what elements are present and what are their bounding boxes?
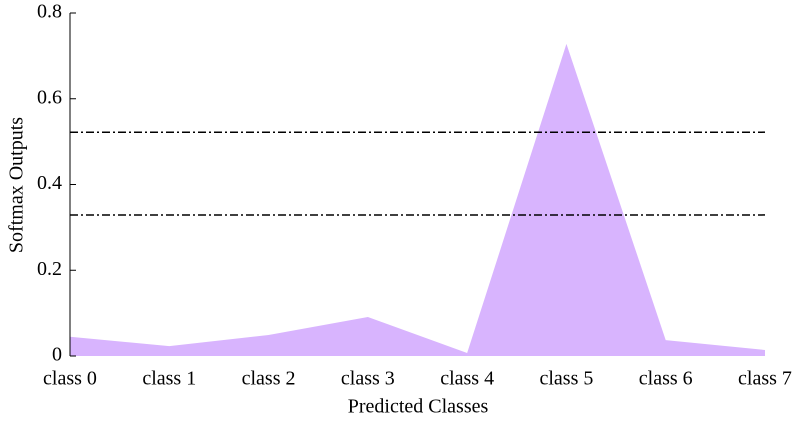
x-tick-label: class 1 <box>142 368 196 390</box>
y-axis-label: Softmax Outputs <box>6 117 28 253</box>
y-tick-label: 0.2 <box>37 258 62 280</box>
y-tick-label: 0 <box>52 344 62 366</box>
y-tick-label: 0.4 <box>37 172 62 194</box>
x-tick-label: class 5 <box>539 368 593 390</box>
y-tick-label: 0.8 <box>37 1 62 23</box>
y-tick-label: 0.6 <box>37 86 62 108</box>
x-tick-label: class 4 <box>440 368 494 390</box>
x-tick-label: class 6 <box>639 368 693 390</box>
x-tick-label: class 7 <box>738 368 792 390</box>
area <box>70 43 765 357</box>
x-tick-label: class 0 <box>43 368 97 390</box>
x-tick-label: class 3 <box>341 368 395 390</box>
x-axis-label: Predicted Classes <box>348 396 489 418</box>
x-tick-label: class 2 <box>242 368 296 390</box>
